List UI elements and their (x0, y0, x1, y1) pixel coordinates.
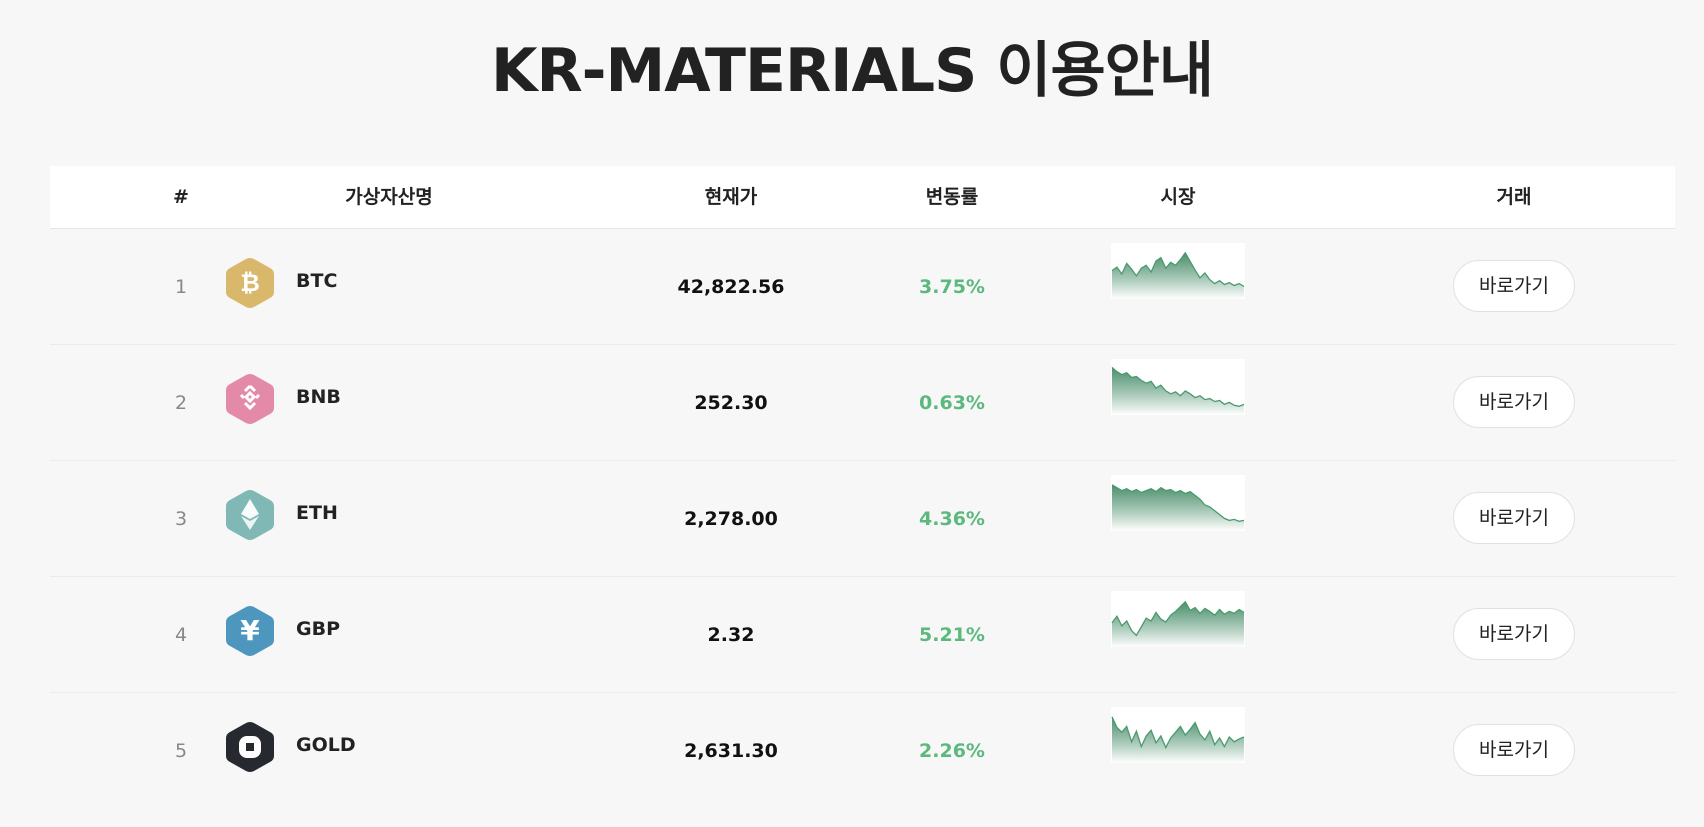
change-rate: 0.63% (919, 392, 985, 414)
header-market: 시장 (1160, 186, 1196, 208)
market-sparkline (1111, 475, 1245, 531)
table-row: 4 ¥ GBP 2.32 5.21% 바로가기 (50, 577, 1675, 693)
change-rate: 5.21% (919, 624, 985, 646)
market-sparkline (1111, 591, 1245, 647)
current-price: 42,822.56 (677, 276, 785, 298)
asset-table: # 가상자산명 현재가 변동률 시장 거래 1 ₿ BTC 42,822.56 … (50, 166, 1675, 809)
row-rank: 1 (174, 276, 188, 298)
current-price: 2,278.00 (684, 508, 778, 530)
table-row: 3 ETH 2,278.00 4.36% 바로가기 (50, 461, 1675, 577)
go-trade-button[interactable]: 바로가기 (1453, 492, 1575, 544)
table-body: 1 ₿ BTC 42,822.56 3.75% 바로가기 2 BNB 252. (50, 229, 1675, 809)
go-trade-button[interactable]: 바로가기 (1453, 376, 1575, 428)
asset-name: BNB (296, 386, 341, 408)
asset-name: GOLD (296, 734, 356, 756)
table-row: 1 ₿ BTC 42,822.56 3.75% 바로가기 (50, 229, 1675, 345)
header-trade: 거래 (1496, 186, 1532, 208)
binance-icon (224, 372, 276, 426)
market-sparkline (1111, 707, 1245, 763)
current-price: 252.30 (694, 392, 768, 414)
row-rank: 5 (174, 740, 188, 762)
market-sparkline (1111, 359, 1245, 415)
go-trade-button[interactable]: 바로가기 (1453, 724, 1575, 776)
bitcoin-icon: ₿ (224, 256, 276, 310)
change-rate: 4.36% (919, 508, 985, 530)
page-title: KR-MATERIALS 이용안내 (490, 36, 1214, 106)
row-rank: 4 (174, 624, 188, 646)
table-header: # 가상자산명 현재가 변동률 시장 거래 (50, 166, 1675, 229)
svg-text:¥: ¥ (240, 614, 260, 647)
yen-icon: ¥ (224, 604, 276, 658)
header-price: 현재가 (704, 186, 758, 208)
ethereum-icon (224, 488, 276, 542)
table-row: 2 BNB 252.30 0.63% 바로가기 (50, 345, 1675, 461)
go-trade-button[interactable]: 바로가기 (1453, 260, 1575, 312)
change-rate: 3.75% (919, 276, 985, 298)
go-trade-button[interactable]: 바로가기 (1453, 608, 1575, 660)
square-logo-icon (224, 720, 276, 774)
header-rank: # (173, 186, 189, 208)
asset-name: ETH (296, 502, 338, 524)
row-rank: 2 (174, 392, 188, 414)
change-rate: 2.26% (919, 740, 985, 762)
current-price: 2.32 (707, 624, 755, 646)
asset-name: BTC (296, 270, 338, 292)
market-sparkline (1111, 243, 1245, 299)
current-price: 2,631.30 (684, 740, 778, 762)
table-row: 5 GOLD 2,631.30 2.26% 바로가기 (50, 693, 1675, 809)
svg-text:₿: ₿ (240, 269, 260, 297)
header-asset-name: 가상자산명 (345, 186, 433, 208)
header-change: 변동률 (925, 186, 979, 208)
row-rank: 3 (174, 508, 188, 530)
asset-name: GBP (296, 618, 341, 640)
